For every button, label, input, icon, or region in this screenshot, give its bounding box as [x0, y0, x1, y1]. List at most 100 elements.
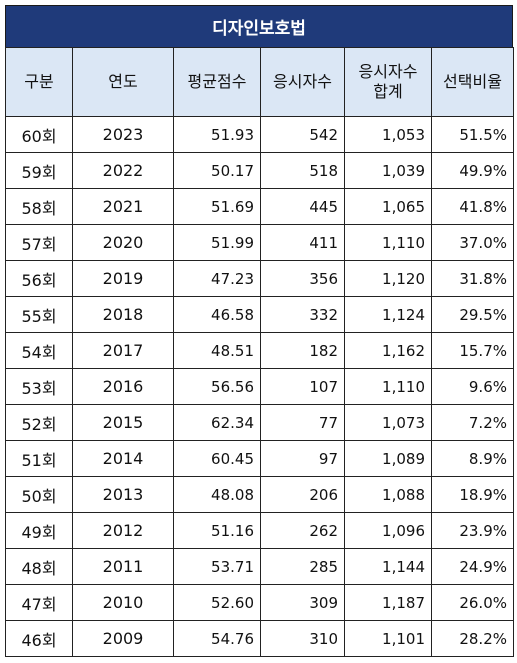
cell-applicants: 97 [260, 440, 345, 477]
cell-gubun: 58회 [5, 188, 73, 225]
table-row: 49회 2012 51.16 262 1,096 23.9% [5, 512, 514, 549]
cell-avg-score: 53.71 [173, 548, 261, 585]
cell-total-applicants: 1,162 [344, 332, 432, 369]
table-row: 46회 2009 54.76 310 1,101 28.2% [5, 620, 514, 657]
cell-avg-score: 47.23 [173, 260, 261, 297]
table-row: 53회 2016 56.56 107 1,110 9.6% [5, 368, 514, 405]
table-row: 56회 2019 47.23 356 1,120 31.8% [5, 260, 514, 297]
cell-year: 2016 [72, 368, 174, 405]
cell-applicants: 285 [260, 548, 345, 585]
stats-table: 구분 연도 평균점수 응시자수 응시자수 합계 선택비율 60회 2023 51.9… [5, 47, 514, 657]
cell-selection-rate: 31.8% [431, 260, 514, 297]
table-row: 55회 2018 46.58 332 1,124 29.5% [5, 296, 514, 333]
cell-total-applicants: 1,110 [344, 224, 432, 261]
cell-year: 2023 [72, 116, 174, 153]
cell-total-applicants: 1,101 [344, 620, 432, 657]
stats-table-container: 디자인보호법 구분 연도 평균점수 응시자수 응시자수 합계 선택비율 60회 [5, 5, 514, 657]
cell-avg-score: 46.58 [173, 296, 261, 333]
header-applicants: 응시자수 [260, 47, 345, 117]
cell-year: 2015 [72, 404, 174, 441]
cell-gubun: 56회 [5, 260, 73, 297]
cell-avg-score: 48.51 [173, 332, 261, 369]
cell-selection-rate: 23.9% [431, 512, 514, 549]
cell-total-applicants: 1,065 [344, 188, 432, 225]
cell-gubun: 46회 [5, 620, 73, 657]
cell-year: 2021 [72, 188, 174, 225]
table-row: 50회 2013 48.08 206 1,088 18.9% [5, 476, 514, 513]
cell-avg-score: 54.76 [173, 620, 261, 657]
cell-total-applicants: 1,110 [344, 368, 432, 405]
cell-year: 2013 [72, 476, 174, 513]
cell-avg-score: 60.45 [173, 440, 261, 477]
cell-avg-score: 56.56 [173, 368, 261, 405]
cell-year: 2014 [72, 440, 174, 477]
cell-total-applicants: 1,124 [344, 296, 432, 333]
table-row: 48회 2011 53.71 285 1,144 24.9% [5, 548, 514, 585]
header-total-applicants: 응시자수 합계 [344, 47, 432, 117]
cell-total-applicants: 1,053 [344, 116, 432, 153]
cell-applicants: 107 [260, 368, 345, 405]
cell-applicants: 542 [260, 116, 345, 153]
cell-applicants: 206 [260, 476, 345, 513]
cell-applicants: 518 [260, 152, 345, 189]
cell-gubun: 47회 [5, 584, 73, 621]
cell-applicants: 309 [260, 584, 345, 621]
cell-year: 2017 [72, 332, 174, 369]
cell-total-applicants: 1,073 [344, 404, 432, 441]
header-total-line1: 응시자수 [358, 62, 418, 81]
table-row: 59회 2022 50.17 518 1,039 49.9% [5, 152, 514, 189]
cell-total-applicants: 1,039 [344, 152, 432, 189]
cell-selection-rate: 41.8% [431, 188, 514, 225]
cell-applicants: 356 [260, 260, 345, 297]
table-row: 57회 2020 51.99 411 1,110 37.0% [5, 224, 514, 261]
header-avg-score: 평균점수 [173, 47, 261, 117]
cell-gubun: 50회 [5, 476, 73, 513]
cell-gubun: 49회 [5, 512, 73, 549]
header-year: 연도 [72, 47, 174, 117]
cell-gubun: 60회 [5, 116, 73, 153]
table-title: 디자인보호법 [5, 5, 513, 47]
cell-selection-rate: 7.2% [431, 404, 514, 441]
cell-applicants: 445 [260, 188, 345, 225]
cell-gubun: 54회 [5, 332, 73, 369]
table-body: 60회 2023 51.93 542 1,053 51.5% 59회 2022 50.17 518… [5, 116, 514, 657]
cell-gubun: 48회 [5, 548, 73, 585]
cell-avg-score: 62.34 [173, 404, 261, 441]
cell-total-applicants: 1,187 [344, 584, 432, 621]
cell-avg-score: 51.69 [173, 188, 261, 225]
cell-applicants: 411 [260, 224, 345, 261]
cell-year: 2018 [72, 296, 174, 333]
cell-selection-rate: 51.5% [431, 116, 514, 153]
cell-year: 2010 [72, 584, 174, 621]
cell-selection-rate: 18.9% [431, 476, 514, 513]
table-row: 54회 2017 48.51 182 1,162 15.7% [5, 332, 514, 369]
cell-selection-rate: 29.5% [431, 296, 514, 333]
cell-gubun: 55회 [5, 296, 73, 333]
cell-applicants: 310 [260, 620, 345, 657]
cell-total-applicants: 1,088 [344, 476, 432, 513]
cell-applicants: 77 [260, 404, 345, 441]
cell-avg-score: 48.08 [173, 476, 261, 513]
cell-year: 2011 [72, 548, 174, 585]
cell-total-applicants: 1,096 [344, 512, 432, 549]
cell-selection-rate: 24.9% [431, 548, 514, 585]
cell-total-applicants: 1,144 [344, 548, 432, 585]
table-row: 60회 2023 51.93 542 1,053 51.5% [5, 116, 514, 153]
cell-year: 2019 [72, 260, 174, 297]
cell-selection-rate: 28.2% [431, 620, 514, 657]
cell-avg-score: 52.60 [173, 584, 261, 621]
table-row: 47회 2010 52.60 309 1,187 26.0% [5, 584, 514, 621]
cell-avg-score: 51.93 [173, 116, 261, 153]
cell-avg-score: 50.17 [173, 152, 261, 189]
cell-year: 2020 [72, 224, 174, 261]
cell-year: 2022 [72, 152, 174, 189]
table-row: 52회 2015 62.34 77 1,073 7.2% [5, 404, 514, 441]
cell-selection-rate: 49.9% [431, 152, 514, 189]
header-total-line2: 합계 [373, 82, 403, 101]
table-row: 51회 2014 60.45 97 1,089 8.9% [5, 440, 514, 477]
header-gubun: 구분 [5, 47, 73, 117]
cell-selection-rate: 37.0% [431, 224, 514, 261]
cell-gubun: 53회 [5, 368, 73, 405]
cell-applicants: 182 [260, 332, 345, 369]
cell-gubun: 57회 [5, 224, 73, 261]
